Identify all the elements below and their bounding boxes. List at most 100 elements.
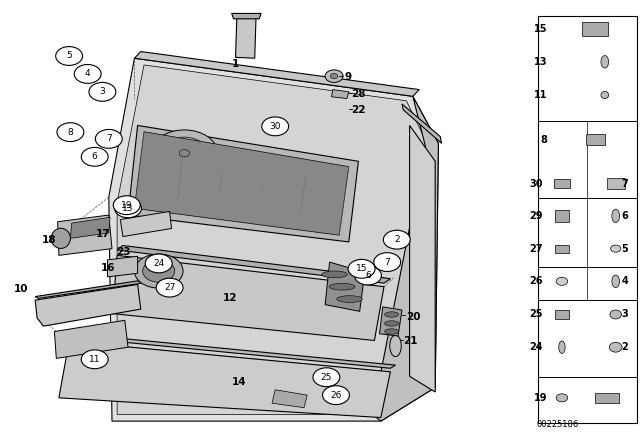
Polygon shape [134,52,419,96]
Circle shape [115,199,141,218]
Ellipse shape [612,209,620,223]
Polygon shape [120,211,172,237]
Text: 26: 26 [330,391,342,400]
Text: 1: 1 [232,59,239,69]
Polygon shape [113,255,384,340]
Text: 16: 16 [101,263,116,273]
Text: 19: 19 [534,393,547,403]
Text: 13: 13 [534,57,547,67]
Text: 7: 7 [385,258,390,267]
Polygon shape [35,281,142,298]
Text: 26: 26 [529,276,543,286]
Text: 6: 6 [92,152,97,161]
Polygon shape [69,334,396,368]
Circle shape [313,368,340,387]
Circle shape [330,73,338,79]
Text: 19: 19 [121,201,132,210]
Polygon shape [128,125,358,242]
Bar [595,393,619,403]
Text: 11: 11 [534,90,547,100]
Polygon shape [410,125,435,392]
Text: 20: 20 [406,312,421,322]
Bar [607,178,625,189]
Polygon shape [402,104,442,143]
Text: 5: 5 [67,52,72,60]
Polygon shape [272,390,307,408]
Circle shape [81,147,108,166]
Polygon shape [58,215,112,255]
Polygon shape [109,58,438,421]
Ellipse shape [385,329,399,334]
Polygon shape [236,18,256,58]
Text: 3: 3 [100,87,105,96]
Ellipse shape [612,275,620,288]
Circle shape [262,117,289,136]
Bar [586,134,605,145]
Ellipse shape [51,228,70,248]
Circle shape [151,130,218,177]
Ellipse shape [390,335,401,357]
Text: 23: 23 [116,247,131,257]
Text: 3: 3 [621,310,628,319]
Text: 28: 28 [351,89,365,99]
Ellipse shape [601,56,609,68]
Bar [555,310,569,319]
Polygon shape [325,262,365,311]
Text: 00225186: 00225186 [536,420,579,429]
Text: 8: 8 [540,135,547,145]
Polygon shape [380,307,402,336]
Polygon shape [59,341,390,418]
Polygon shape [332,90,349,99]
Polygon shape [372,96,438,421]
Ellipse shape [385,321,399,326]
Circle shape [355,266,381,285]
Ellipse shape [601,91,609,99]
Text: 30: 30 [269,122,281,131]
Text: 8: 8 [68,128,73,137]
Ellipse shape [609,342,622,352]
Circle shape [145,254,172,273]
Text: 22: 22 [351,105,365,115]
Text: 5: 5 [621,244,628,254]
Text: 25: 25 [321,373,332,382]
Circle shape [323,386,349,405]
Bar [555,245,569,253]
Text: 25: 25 [529,310,543,319]
Text: 2: 2 [621,342,628,352]
Text: 17: 17 [96,229,111,239]
Text: 14: 14 [232,377,246,387]
Bar [555,210,569,221]
Circle shape [143,260,175,282]
Polygon shape [117,246,390,283]
Text: 29: 29 [529,211,543,221]
Text: 2: 2 [394,235,399,244]
Ellipse shape [385,312,399,317]
Text: 30: 30 [529,179,543,189]
Circle shape [56,47,83,65]
Text: 4: 4 [621,276,628,286]
Text: 7: 7 [106,134,111,143]
Ellipse shape [322,271,348,278]
Circle shape [57,123,84,142]
Text: 27: 27 [164,283,175,292]
Text: 9: 9 [344,72,351,82]
Polygon shape [70,217,110,238]
Polygon shape [117,65,429,414]
Text: 4: 4 [85,69,90,78]
Circle shape [179,150,189,157]
Bar [554,179,570,188]
Circle shape [95,129,122,148]
Text: 10: 10 [14,284,29,294]
Circle shape [156,278,183,297]
Circle shape [89,82,116,101]
Ellipse shape [556,277,568,285]
Ellipse shape [610,310,621,319]
Text: 12: 12 [223,293,237,303]
Circle shape [374,253,401,271]
Circle shape [348,259,375,278]
Bar [582,22,608,36]
Ellipse shape [556,394,568,402]
Text: 7: 7 [621,179,628,189]
Circle shape [113,196,140,215]
Text: 27: 27 [529,244,543,254]
